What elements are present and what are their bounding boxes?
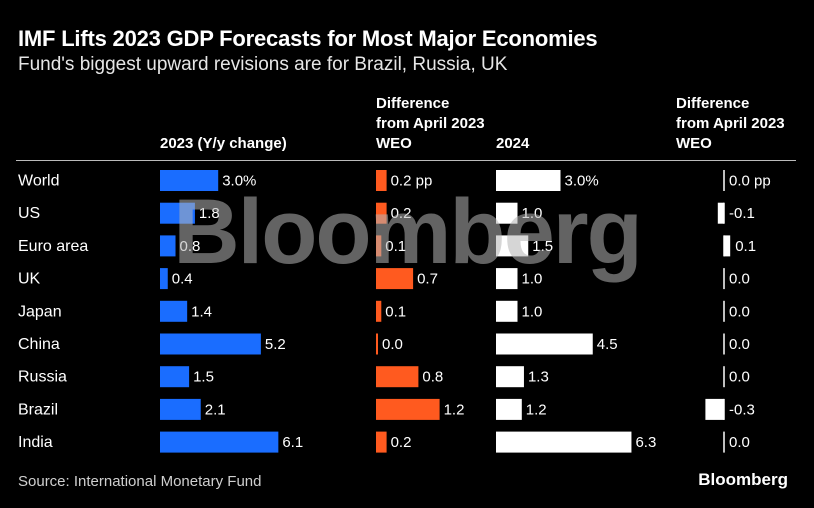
bar-c2023-3 [160, 268, 168, 290]
value-label-d2024-2: 0.1 [735, 238, 756, 255]
bar-d2023-0 [376, 170, 387, 191]
bar-c2023-8 [160, 431, 279, 453]
row-label-brazil: Brazil [18, 401, 58, 418]
value-label-d2023-0: 0.2 pp [391, 173, 433, 190]
bar-c2024-3 [496, 268, 518, 290]
bar-c2023-6 [160, 366, 190, 388]
value-label-d2023-5: 0.0 [382, 336, 403, 353]
value-label-c2024-5: 4.5 [597, 336, 618, 353]
row-label-us: US [18, 205, 40, 222]
bar-d2024-2 [724, 235, 731, 257]
value-label-c2023-5: 5.2 [265, 336, 286, 353]
bar-table-chart: World 3.0% 0.2 pp 3.0% 0.0 pp US 1.8 0.2 1.0 -0.1… [18, 170, 771, 453]
column-header-diff-2023: Difference from April 2023 WEO [376, 95, 485, 152]
row-label-china: China [18, 336, 60, 353]
value-label-c2023-1: 1.8 [199, 205, 220, 222]
value-label-d2023-3: 0.7 [417, 271, 438, 288]
value-label-c2024-3: 1.0 [522, 271, 543, 288]
bar-c2024-6 [496, 366, 524, 388]
bar-d2024-1 [717, 202, 724, 224]
bar-d2023-3 [376, 268, 414, 290]
value-label-c2023-0: 3.0% [222, 173, 256, 190]
bar-c2023-2 [160, 235, 176, 257]
bar-c2024-1 [496, 202, 518, 224]
bar-c2023-5 [160, 333, 261, 355]
bar-c2024-5 [496, 333, 593, 355]
bar-d2023-7 [376, 398, 440, 420]
column-header-2024: 2024 [496, 135, 530, 152]
header-rule [16, 160, 796, 161]
value-label-d2024-1: -0.1 [729, 205, 755, 222]
row-label-india: India [18, 434, 53, 451]
row-label-euro-area: Euro area [18, 238, 88, 255]
bar-d2023-6 [376, 366, 419, 388]
value-label-d2023-4: 0.1 [385, 303, 406, 320]
bar-c2024-8 [496, 431, 632, 453]
value-label-c2023-2: 0.8 [180, 238, 201, 255]
bar-c2024-0 [496, 170, 561, 191]
bar-d2023-1 [376, 202, 387, 224]
value-label-c2024-4: 1.0 [522, 303, 543, 320]
value-label-d2024-7: -0.3 [729, 401, 755, 418]
bar-d2024-7 [705, 398, 724, 420]
bar-d2023-2 [376, 235, 382, 257]
bar-c2024-4 [496, 300, 518, 322]
value-label-d2024-5: 0.0 [729, 336, 750, 353]
value-label-d2024-4: 0.0 [729, 303, 750, 320]
value-label-c2024-8: 6.3 [635, 434, 656, 451]
value-label-d2024-0: 0.0 pp [729, 173, 771, 190]
row-label-uk: UK [18, 271, 41, 288]
value-label-c2024-7: 1.2 [526, 401, 547, 418]
bar-c2023-7 [160, 398, 201, 420]
value-label-d2023-8: 0.2 [391, 434, 412, 451]
chart-title: IMF Lifts 2023 GDP Forecasts for Most Ma… [18, 26, 598, 51]
value-label-c2023-3: 0.4 [172, 271, 193, 288]
value-label-c2023-6: 1.5 [193, 369, 214, 386]
bar-c2024-7 [496, 398, 522, 420]
value-label-c2024-1: 1.0 [522, 205, 543, 222]
bar-d2023-4 [376, 300, 382, 322]
bar-c2023-4 [160, 300, 188, 322]
value-label-d2023-1: 0.2 [391, 205, 412, 222]
value-label-d2023-2: 0.1 [385, 238, 406, 255]
value-label-d2024-6: 0.0 [729, 369, 750, 386]
bar-c2023-1 [160, 202, 195, 224]
value-label-c2024-0: 3.0% [565, 173, 599, 190]
value-label-d2024-8: 0.0 [729, 434, 750, 451]
value-label-d2023-6: 0.8 [422, 369, 443, 386]
row-label-russia: Russia [18, 369, 67, 386]
row-label-japan: Japan [18, 303, 62, 320]
bar-c2024-2 [496, 235, 529, 257]
column-header-2023: 2023 (Y/y change) [160, 135, 287, 152]
value-label-c2024-6: 1.3 [528, 369, 549, 386]
source-note: Source: International Monetary Fund [18, 473, 262, 490]
column-header-diff-2024: Difference from April 2023 WEO [676, 95, 785, 152]
value-label-c2023-7: 2.1 [205, 401, 226, 418]
bloomberg-logo: Bloomberg [698, 470, 788, 489]
chart-subtitle: Fund's biggest upward revisions are for … [18, 54, 508, 75]
value-label-d2024-3: 0.0 [729, 271, 750, 288]
row-label-world: World [18, 173, 60, 190]
bar-c2023-0 [160, 170, 219, 191]
bar-d2023-5 [376, 333, 378, 355]
value-label-c2023-8: 6.1 [282, 434, 303, 451]
value-label-d2023-7: 1.2 [444, 401, 465, 418]
bar-d2023-8 [376, 431, 387, 453]
value-label-c2024-2: 1.5 [532, 238, 553, 255]
value-label-c2023-4: 1.4 [191, 303, 212, 320]
